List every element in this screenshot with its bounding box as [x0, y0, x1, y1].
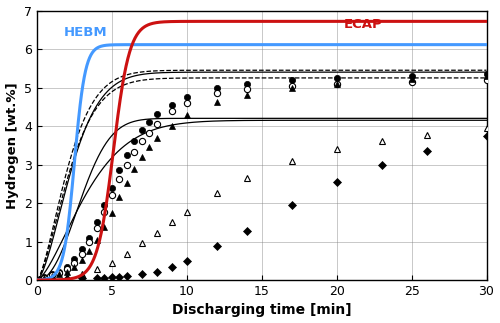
Text: ECAP: ECAP: [344, 18, 383, 31]
Y-axis label: Hydrogen [wt.%]: Hydrogen [wt.%]: [6, 82, 18, 209]
X-axis label: Discharging time [min]: Discharging time [min]: [172, 303, 352, 318]
Text: HEBM: HEBM: [64, 26, 108, 38]
